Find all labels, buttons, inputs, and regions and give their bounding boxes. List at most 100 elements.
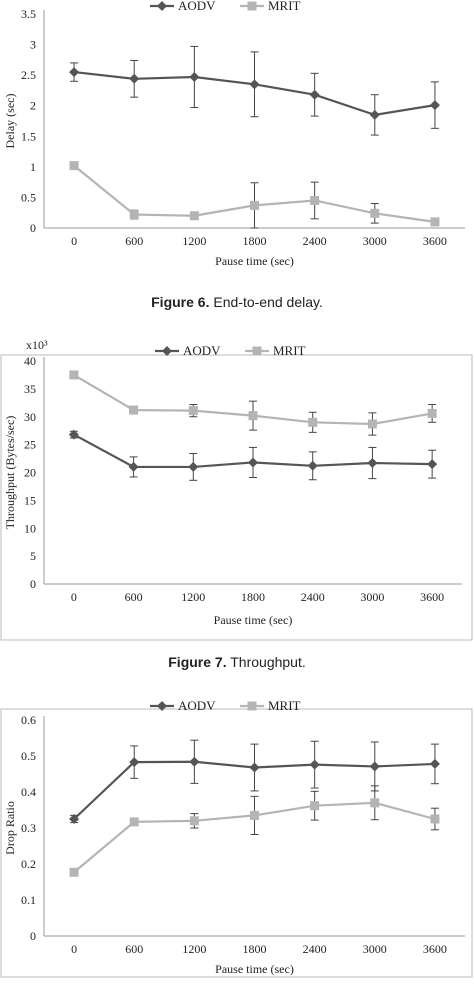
data-point [249, 79, 260, 90]
figure-7-caption: Figure 7. Throughput. [168, 654, 306, 670]
y-axis-multiplier: x10³ [26, 338, 48, 352]
data-point [129, 210, 139, 220]
data-point [310, 801, 320, 811]
data-point [250, 810, 259, 820]
data-point [248, 457, 258, 468]
legend-label: AODV [178, 0, 216, 13]
y-tick-label: 1 [30, 160, 36, 174]
legend-marker [247, 1, 257, 11]
data-point [307, 460, 318, 471]
x-axis-label: Pause time (sec) [215, 962, 294, 976]
y-tick-label: 3.5 [21, 7, 36, 21]
x-tick-label: 600 [125, 590, 143, 604]
y-tick-label: 0 [30, 929, 36, 943]
data-point [427, 459, 438, 470]
legend-marker [162, 346, 172, 356]
legend-mrit: MRIT [240, 698, 301, 713]
data-point [430, 814, 440, 824]
legend-aodv: AODV [150, 698, 216, 713]
data-point [370, 798, 380, 808]
y-tick-label: 3 [30, 38, 36, 52]
data-point [308, 417, 318, 427]
x-tick-label: 3600 [423, 942, 447, 956]
series-mrit [69, 785, 440, 877]
y-axis-label: Delay (sec) [3, 94, 17, 149]
legend-marker [157, 701, 167, 711]
legend-label: MRIT [273, 343, 306, 358]
data-point [249, 762, 260, 773]
chart-frame [0, 354, 473, 641]
legend-label: MRIT [268, 0, 301, 13]
y-tick-label: 25 [24, 438, 36, 452]
data-point [367, 419, 377, 429]
data-point [189, 816, 199, 826]
y-tick-label: 0.1 [21, 893, 36, 907]
x-tick-label: 1800 [241, 590, 265, 604]
data-point [128, 461, 139, 472]
data-point [250, 200, 259, 210]
x-axis-label: Pause time (sec) [215, 254, 294, 268]
y-tick-label: 0.2 [21, 857, 36, 871]
data-point [367, 458, 378, 469]
x-tick-label: 1800 [243, 942, 267, 956]
legend-mrit: MRIT [240, 0, 301, 13]
y-tick-label: 0 [30, 577, 36, 591]
data-point [69, 161, 79, 171]
y-tick-label: 35 [24, 382, 36, 396]
data-point [189, 756, 200, 767]
x-tick-label: 2400 [303, 234, 327, 248]
chart-frame [0, 708, 473, 978]
data-point [189, 211, 199, 221]
data-point [310, 195, 320, 205]
data-point [430, 217, 440, 227]
data-point [369, 109, 380, 120]
series-mrit [69, 370, 437, 436]
y-tick-label: 2.5 [21, 68, 36, 82]
data-point [69, 67, 80, 78]
data-point [129, 817, 139, 827]
legend-marker [157, 1, 167, 11]
x-tick-label: 600 [125, 942, 143, 956]
throughput-chart: 0 5 10 15 20 25 30 35 40 0 600 1200 1800 2400 3000 3600… [0, 338, 473, 641]
y-axis-label: Drop Ratio [3, 801, 17, 855]
legend-marker [247, 701, 257, 711]
y-tick-label: 0.4 [21, 785, 36, 799]
y-tick-label: 10 [24, 521, 36, 535]
series-aodv [69, 45, 440, 136]
x-tick-label: 3000 [363, 234, 387, 248]
legend-mrit: MRIT [245, 343, 306, 358]
legend-aodv: AODV [155, 343, 221, 358]
data-point [369, 761, 380, 772]
data-point [429, 100, 440, 111]
data-point [69, 814, 80, 824]
x-tick-label: 3600 [420, 590, 444, 604]
data-point [188, 461, 199, 472]
legend-aodv: AODV [150, 0, 216, 13]
x-tick-label: 3000 [363, 942, 387, 956]
x-tick-label: 1200 [181, 590, 205, 604]
x-tick-label: 2400 [303, 942, 327, 956]
data-point [309, 759, 320, 770]
data-point [429, 758, 440, 769]
delay-chart: 0 0.5 1 1.5 2 2.5 3 3.5 0 600 1200 1800 2400 3000 3600… [3, 0, 465, 268]
data-point [248, 411, 258, 421]
x-tick-label: 0 [71, 234, 77, 248]
legend-marker [252, 346, 262, 356]
y-tick-label: 20 [24, 466, 36, 480]
data-point [189, 71, 200, 82]
x-tick-label: 600 [125, 234, 143, 248]
series-aodv [69, 739, 440, 824]
figure-6-caption: Figure 6. End-to-end delay. [151, 294, 323, 310]
legend-label: AODV [183, 343, 221, 358]
x-tick-label: 1200 [182, 942, 206, 956]
data-point [69, 867, 79, 877]
data-point [129, 757, 140, 768]
drop-ratio-chart: 0 0.1 0.2 0.3 0.4 0.5 0.6 0 600 1200 1800 2400 3000 3… [0, 698, 473, 978]
x-tick-label: 1800 [243, 234, 267, 248]
data-point [129, 405, 139, 415]
legend-label: MRIT [268, 698, 301, 713]
x-tick-label: 0 [71, 590, 77, 604]
x-tick-label: 1200 [182, 234, 206, 248]
data-point [68, 429, 79, 440]
y-tick-label: 30 [24, 410, 36, 424]
